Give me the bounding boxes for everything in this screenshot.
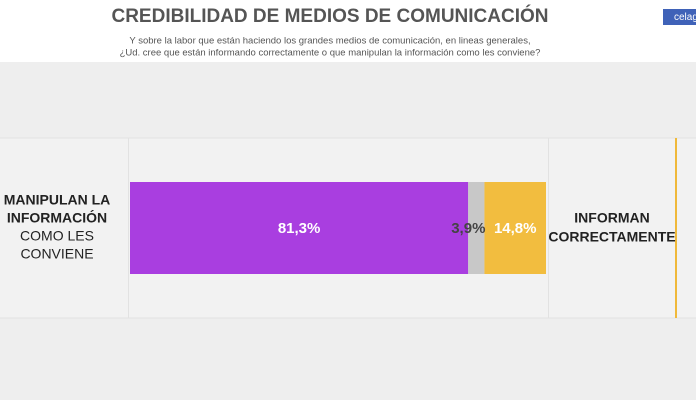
value-label: 3,9% bbox=[451, 220, 485, 237]
value-label: 14,8% bbox=[494, 220, 537, 237]
chart-title: CREDIBILIDAD DE MEDIOS DE COMUNICACIÓN bbox=[111, 5, 548, 27]
left-label: INFORMACIÓN bbox=[7, 209, 107, 226]
bar-segment bbox=[130, 182, 469, 274]
subtitle: Y sobre la labor que están haciendo los … bbox=[129, 36, 530, 47]
badge bbox=[663, 9, 696, 25]
header-bg bbox=[0, 0, 696, 62]
right-label: INFORMAN bbox=[574, 210, 649, 226]
bar-segment bbox=[484, 182, 546, 274]
subtitle: ¿Ud. cree que están informando correctam… bbox=[120, 48, 541, 59]
left-label: MANIPULAN LA bbox=[4, 192, 111, 208]
bar-segment bbox=[468, 182, 485, 274]
badge-text: celag bbox=[674, 12, 696, 23]
left-label: COMO LES bbox=[20, 228, 94, 244]
value-label: 81,3% bbox=[278, 220, 321, 237]
left-label: CONVIENE bbox=[20, 246, 93, 262]
right-label: CORRECTAMENTE bbox=[548, 229, 675, 245]
